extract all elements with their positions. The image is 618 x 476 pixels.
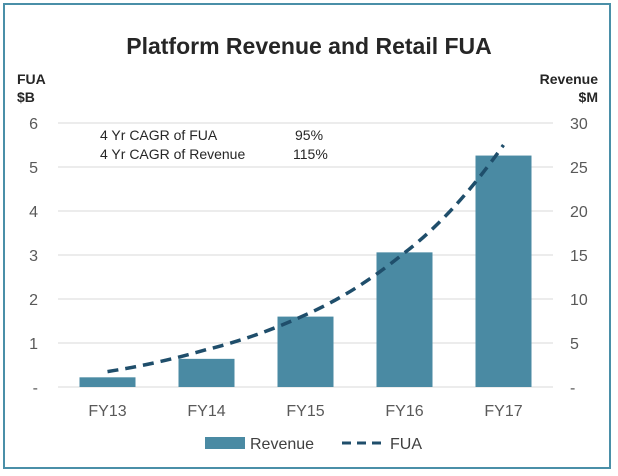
annotation-label-fua: 4 Yr CAGR of FUA <box>100 127 218 143</box>
left-tick-label: 6 <box>29 116 38 133</box>
x-tick-label: FY17 <box>484 403 522 420</box>
right-tick-label: 5 <box>570 336 579 353</box>
revenue-bar-FY17 <box>475 155 532 387</box>
right-axis-label-2: $M <box>579 89 598 105</box>
annotation-value-fua: 95% <box>295 127 323 143</box>
x-tick-label: FY14 <box>187 403 225 420</box>
revenue-bar-FY14 <box>178 358 235 387</box>
annotation-value-revenue: 115% <box>293 146 328 162</box>
left-tick-label: 3 <box>29 248 38 265</box>
right-tick-label: 25 <box>570 160 588 177</box>
left-tick-label: 2 <box>29 292 38 309</box>
x-tick-label: FY16 <box>385 403 423 420</box>
left-axis-label-2: $B <box>17 89 35 105</box>
fua-line <box>107 143 505 374</box>
revenue-bar-FY13 <box>79 377 136 387</box>
left-tick-label: 4 <box>29 204 38 221</box>
left-axis-label-1: FUA <box>17 71 46 87</box>
x-tick-label: FY15 <box>286 403 324 420</box>
annotation-label-revenue: 4 Yr CAGR of Revenue <box>100 146 245 162</box>
right-tick-label: 30 <box>570 116 588 133</box>
right-tick-label: 15 <box>570 248 588 265</box>
right-tick-label: - <box>570 380 575 397</box>
chart-title: Platform Revenue and Retail FUA <box>126 33 492 59</box>
left-tick-label: - <box>33 380 38 397</box>
left-tick-label: 1 <box>29 336 38 353</box>
x-tick-label: FY13 <box>88 403 126 420</box>
left-tick-label: 5 <box>29 160 38 177</box>
legend-fua-label: FUA <box>390 436 422 453</box>
right-axis-label-1: Revenue <box>540 71 599 87</box>
right-tick-label: 20 <box>570 204 588 221</box>
right-tick-label: 10 <box>570 292 588 309</box>
legend-revenue-swatch <box>205 437 245 449</box>
legend-revenue-label: Revenue <box>250 436 314 453</box>
revenue-bar-FY15 <box>277 316 334 387</box>
revenue-bar-FY16 <box>376 252 433 387</box>
